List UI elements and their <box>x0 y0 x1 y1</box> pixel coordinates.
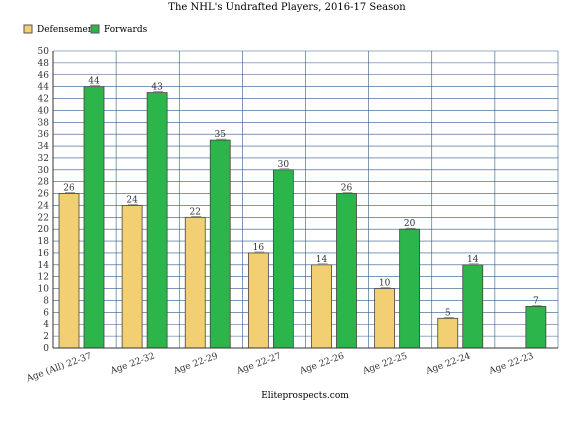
y-tick-label: 42 <box>38 95 49 105</box>
x-tick-label: Age 22-26 <box>298 351 346 377</box>
legend-label-forwards: Forwards <box>104 25 148 35</box>
data-label: 26 <box>341 184 353 194</box>
x-tick-label: Age 22-23 <box>487 351 535 377</box>
bar-defensemen <box>121 205 143 349</box>
data-label: 16 <box>253 243 265 253</box>
data-label: 30 <box>278 160 290 170</box>
bar-forwards <box>146 92 168 349</box>
y-tick-label: 44 <box>38 83 50 93</box>
data-label: 7 <box>533 296 539 306</box>
y-tick-label: 6 <box>43 308 49 318</box>
bar-layer <box>58 86 547 349</box>
data-label: 10 <box>379 279 391 289</box>
y-tick-label: 30 <box>38 166 50 176</box>
x-tick-label: Age 22-32 <box>108 351 156 377</box>
y-tick-label: 12 <box>38 273 49 283</box>
y-tick-label: 8 <box>43 296 49 306</box>
data-label: 14 <box>316 255 328 265</box>
y-tick-label: 22 <box>38 213 49 223</box>
data-label: 35 <box>215 130 227 140</box>
bar-forwards <box>462 264 484 349</box>
source-label: Eliteprospects.com <box>261 391 349 401</box>
bar-forwards <box>525 306 547 349</box>
y-tick-label: 20 <box>38 225 50 235</box>
y-tick-label: 24 <box>38 201 50 211</box>
y-tick-label: 2 <box>43 332 49 342</box>
data-label: 44 <box>88 77 100 87</box>
bar-forwards <box>209 139 231 349</box>
y-tick-label: 36 <box>38 130 50 140</box>
data-label: 14 <box>467 255 479 265</box>
bar-forwards <box>336 193 357 349</box>
bar-defensemen <box>58 193 80 349</box>
y-tick-label: 14 <box>38 261 50 271</box>
legend-label-defensemen: Defensemen <box>37 25 94 35</box>
data-label: 24 <box>126 195 138 205</box>
y-tick-label: 4 <box>43 320 49 330</box>
bar-forwards <box>272 169 294 349</box>
legend-swatch-defensemen <box>23 24 33 34</box>
y-tick-label: 16 <box>38 249 50 259</box>
bar-defensemen <box>311 264 332 349</box>
bar-forwards <box>83 86 105 349</box>
y-tick-label: 48 <box>38 59 50 69</box>
x-tick-label: Age 22-25 <box>361 351 409 377</box>
data-label: 26 <box>63 184 75 194</box>
legend-swatch-forwards <box>90 24 100 34</box>
y-tick-label: 28 <box>38 178 50 188</box>
bar-defensemen <box>184 216 206 349</box>
y-tick-label: 40 <box>38 106 50 116</box>
bar-defensemen <box>437 317 459 349</box>
data-label: 22 <box>190 207 201 217</box>
y-tick-label: 10 <box>38 285 50 295</box>
chart-title: The NHL's Undrafted Players, 2016-17 Sea… <box>168 2 406 13</box>
y-tick-label: 0 <box>43 344 49 354</box>
y-tick-label: 32 <box>38 154 49 164</box>
data-label: 43 <box>151 83 163 93</box>
x-tick-label: Age 22-29 <box>171 351 219 377</box>
x-tick-label: Age (All) 22-37 <box>24 350 93 384</box>
label-layer: 26 44 24 43 22 35 16 30 14 26 10 20 5 14 7 <box>63 77 542 318</box>
bar-defensemen <box>374 288 396 349</box>
data-label: 20 <box>404 219 416 229</box>
y-tick-label: 38 <box>38 118 50 128</box>
legend: Defensemen Forwards <box>23 24 148 35</box>
x-tick-label: Age 22-27 <box>235 351 283 377</box>
y-tick-label: 18 <box>38 237 50 247</box>
y-tick-label: 50 <box>38 47 50 57</box>
y-tick-label: 26 <box>38 190 50 200</box>
data-label: 5 <box>445 308 451 318</box>
bar-forwards <box>399 228 421 349</box>
bar-defensemen <box>247 252 269 349</box>
y-tick-label: 46 <box>38 71 50 81</box>
y-tick-label: 34 <box>38 142 50 152</box>
x-tick-label: Age 22-24 <box>424 351 472 377</box>
